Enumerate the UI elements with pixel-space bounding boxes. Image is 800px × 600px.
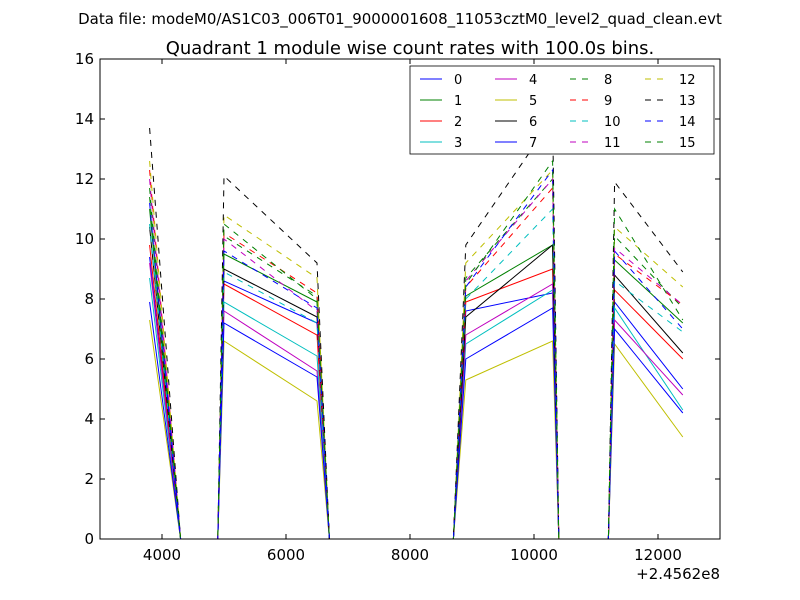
legend-label-14: 14: [679, 115, 696, 130]
y-tick-label: 10: [75, 230, 94, 248]
y-tick-label: 0: [84, 530, 94, 548]
x-tick-label: 6000: [267, 546, 305, 564]
y-tick-label: 6: [84, 350, 94, 368]
chart-suptitle: Data file: modeM0/AS1C03_006T01_90000016…: [78, 10, 722, 29]
x-tick-label: 8000: [391, 546, 429, 564]
legend-label-2: 2: [454, 115, 462, 130]
y-tick-label: 14: [75, 110, 94, 128]
x-tick-label: 10000: [510, 546, 558, 564]
legend-frame: [409, 65, 715, 155]
y-tick-label: 2: [84, 470, 94, 488]
legend-label-9: 9: [604, 94, 612, 109]
y-tick-label: 4: [84, 410, 94, 428]
y-tick-label: 16: [75, 50, 94, 68]
y-tick-label: 8: [84, 290, 94, 308]
legend-label-4: 4: [529, 73, 537, 88]
legend-label-7: 7: [529, 136, 537, 151]
x-tick-label: 12000: [634, 546, 682, 564]
legend-label-3: 3: [454, 136, 462, 151]
x-tick-label: 4000: [143, 546, 181, 564]
legend-label-0: 0: [454, 73, 462, 88]
y-tick-label: 12: [75, 170, 94, 188]
legend-label-8: 8: [604, 73, 612, 88]
plot-border: [99, 58, 721, 540]
chart-title: Quadrant 1 module wise count rates with …: [166, 38, 655, 59]
legend-label-6: 6: [529, 115, 537, 130]
legend-label-1: 1: [454, 94, 462, 109]
legend-label-11: 11: [604, 136, 621, 151]
legend-label-13: 13: [679, 94, 696, 109]
legend-label-15: 15: [679, 136, 696, 151]
x-axis-offset-label: +2.4562e8: [636, 565, 720, 583]
legend-label-10: 10: [604, 115, 621, 130]
legend-label-12: 12: [679, 73, 696, 88]
legend-label-5: 5: [529, 94, 537, 109]
